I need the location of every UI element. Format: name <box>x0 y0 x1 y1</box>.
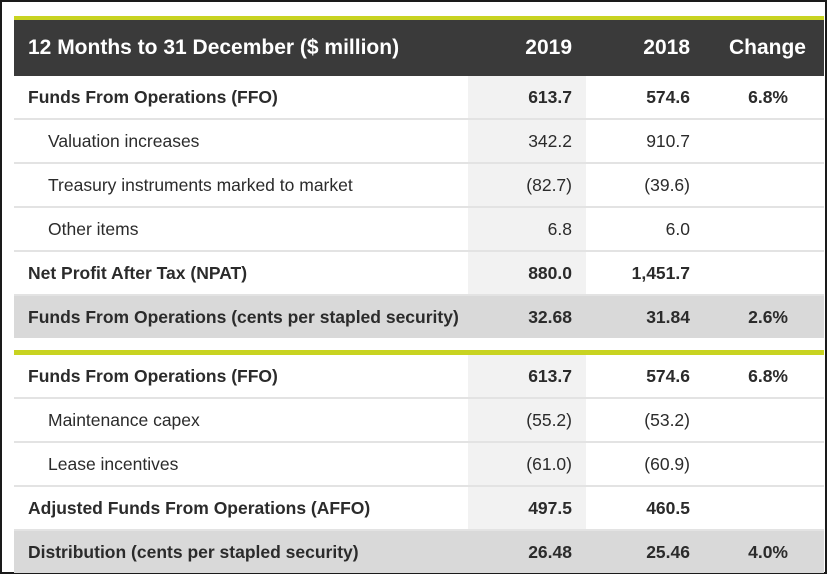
table-row-treasury: Treasury instruments marked to market (8… <box>14 164 824 208</box>
cell-2019: 497.5 <box>468 487 586 529</box>
header-change: Change <box>728 36 806 59</box>
header-title: 12 Months to 31 December ($ million) <box>28 36 400 59</box>
cell-2019: (61.0) <box>468 443 586 485</box>
table-row-ffo-2: Funds From Operations (FFO) 613.7 574.6 … <box>14 355 824 399</box>
cell-2018: 574.6 <box>646 86 690 107</box>
cell-2019: 6.8 <box>468 208 586 250</box>
table-row-ffo-cps: Funds From Operations (cents per stapled… <box>14 296 824 338</box>
cell-2018: (53.2) <box>644 409 690 430</box>
cell-2019: (82.7) <box>468 164 586 206</box>
row-label: Net Profit After Tax (NPAT) <box>28 262 248 283</box>
cell-2018: 1,451.7 <box>631 262 690 283</box>
row-label: Treasury instruments marked to market <box>48 174 353 195</box>
table-row-other: Other items 6.8 6.0 <box>14 208 824 252</box>
header-2018: 2018 <box>643 36 690 59</box>
financial-summary-table: 12 Months to 31 December ($ million) 201… <box>14 16 824 573</box>
row-label: Funds From Operations (FFO) <box>28 365 278 386</box>
table-row-maintenance: Maintenance capex (55.2) (53.2) <box>14 399 824 443</box>
cell-2019: 613.7 <box>468 76 586 118</box>
table-row-distribution: Distribution (cents per stapled security… <box>14 531 824 573</box>
cell-2018: 910.7 <box>646 130 690 151</box>
table-row-valuation: Valuation increases 342.2 910.7 <box>14 120 824 164</box>
table-row-ffo: Funds From Operations (FFO) 613.7 574.6 … <box>14 76 824 120</box>
cell-2018: 6.0 <box>665 218 690 239</box>
table-header: 12 Months to 31 December ($ million) 201… <box>14 20 824 76</box>
section-gap <box>14 338 824 350</box>
cell-2019: 342.2 <box>468 120 586 162</box>
row-label: Funds From Operations (cents per stapled… <box>28 306 459 327</box>
row-label: Lease incentives <box>48 453 179 474</box>
cell-2019: 613.7 <box>468 355 586 397</box>
row-label: Funds From Operations (FFO) <box>28 86 278 107</box>
table-row-lease: Lease incentives (61.0) (60.9) <box>14 443 824 487</box>
header-2019: 2019 <box>525 36 572 59</box>
cell-2019: 880.0 <box>468 252 586 294</box>
cell-2018: (39.6) <box>644 174 690 195</box>
table-row-npat: Net Profit After Tax (NPAT) 880.0 1,451.… <box>14 252 824 296</box>
top-accent-bar <box>14 16 824 20</box>
cell-2018: 574.6 <box>646 365 690 386</box>
cell-2019: (55.2) <box>468 399 586 441</box>
row-label: Valuation increases <box>48 130 200 151</box>
row-label: Adjusted Funds From Operations (AFFO) <box>28 497 371 518</box>
row-label: Other items <box>48 218 139 239</box>
section-accent-bar <box>14 350 824 355</box>
cell-2018: (60.9) <box>644 453 690 474</box>
row-label: Distribution (cents per stapled security… <box>28 541 359 562</box>
cell-2018: 460.5 <box>646 497 690 518</box>
cell-2018: 25.46 <box>646 541 690 562</box>
cell-change: 4.0% <box>748 541 788 562</box>
table-row-affo: Adjusted Funds From Operations (AFFO) 49… <box>14 487 824 531</box>
cell-change: 6.8% <box>748 365 788 386</box>
cell-2019: 26.48 <box>468 531 586 573</box>
cell-change: 2.6% <box>748 306 788 327</box>
cell-2019: 32.68 <box>468 296 586 338</box>
row-label: Maintenance capex <box>48 409 200 430</box>
cell-2018: 31.84 <box>646 306 690 327</box>
cell-change: 6.8% <box>748 86 788 107</box>
